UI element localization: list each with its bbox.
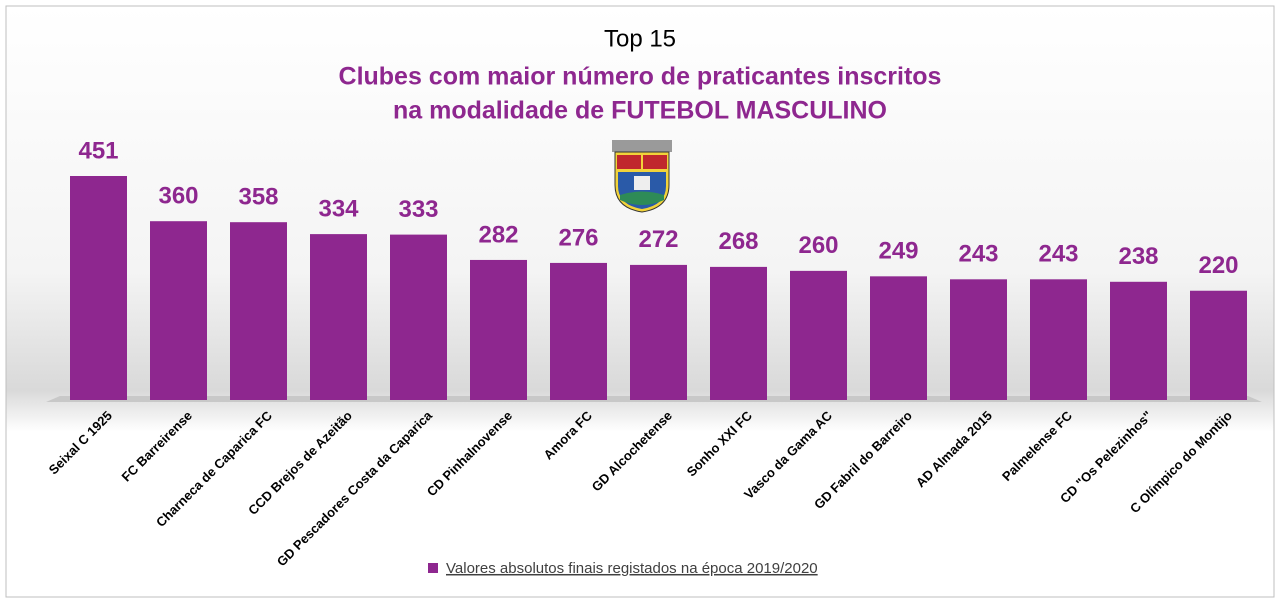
bar	[1110, 281, 1167, 400]
legend-label: Valores absolutos finais registados na é…	[446, 560, 818, 577]
value-label: 272	[638, 226, 678, 253]
bar	[390, 234, 447, 400]
bar	[790, 270, 847, 400]
bar	[550, 262, 607, 400]
bar	[630, 264, 687, 400]
value-label: 220	[1198, 252, 1238, 279]
bar	[950, 279, 1007, 400]
value-label: 358	[238, 184, 278, 211]
bar	[470, 259, 527, 400]
value-label: 243	[1038, 241, 1078, 268]
value-label: 276	[558, 224, 598, 251]
value-label: 243	[958, 241, 998, 268]
bar	[310, 234, 367, 400]
bar	[150, 221, 207, 400]
value-label: 238	[1118, 243, 1158, 270]
bar	[230, 222, 287, 400]
chart-subtitle: na modalidade de FUTEBOL MASCULINO	[393, 97, 887, 125]
bar	[1190, 290, 1247, 400]
bar	[870, 276, 927, 400]
chart-title: Top 15	[604, 25, 676, 52]
legend-swatch	[428, 563, 438, 573]
bar	[70, 176, 127, 400]
value-label: 260	[798, 232, 838, 259]
value-label: 268	[718, 228, 758, 255]
chart-subtitle: Clubes com maior número de praticantes i…	[339, 63, 942, 91]
bar	[1030, 279, 1087, 400]
value-label: 282	[478, 221, 518, 248]
value-label: 334	[318, 195, 359, 222]
value-label: 451	[78, 137, 118, 164]
bar	[710, 266, 767, 400]
logo	[612, 140, 672, 213]
value-label: 360	[158, 183, 198, 210]
value-label: 333	[398, 196, 438, 223]
value-label: 249	[878, 238, 918, 265]
